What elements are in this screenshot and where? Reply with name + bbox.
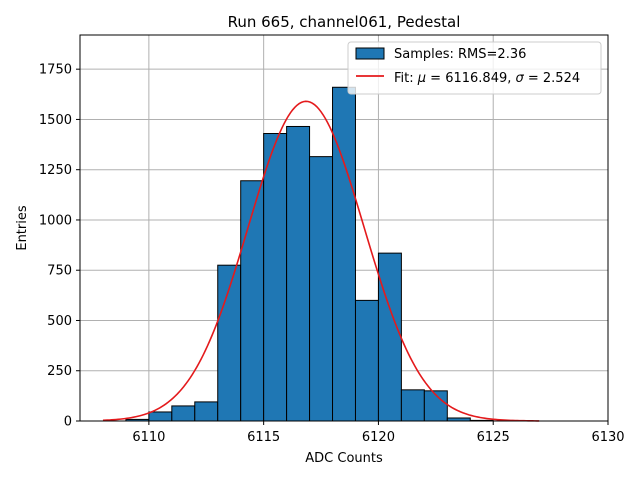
x-tick-label: 6110 bbox=[132, 430, 165, 445]
legend-fit-sigma-symbol: σ bbox=[516, 71, 525, 86]
x-axis-label: ADC Counts bbox=[305, 451, 383, 466]
histogram-bars bbox=[125, 86, 494, 422]
y-tick-label: 1500 bbox=[39, 113, 72, 128]
y-axis: 0 250 500 750 1000 1250 1500 1750 bbox=[39, 63, 80, 430]
histogram-bar bbox=[309, 156, 334, 422]
histogram-bar bbox=[171, 405, 196, 422]
legend-fit-suffix: = 2.524 bbox=[524, 71, 580, 86]
y-tick-label: 0 bbox=[64, 415, 72, 430]
y-tick-label: 250 bbox=[47, 364, 72, 379]
x-tick-label: 6120 bbox=[362, 430, 395, 445]
fit-curve bbox=[102, 100, 540, 422]
legend-fit-mu-symbol: μ bbox=[417, 71, 426, 86]
histogram-bar bbox=[194, 401, 219, 422]
legend-label-samples: Samples: RMS=2.36 bbox=[394, 47, 526, 62]
chart-title: Run 665, channel061, Pedestal bbox=[228, 13, 461, 31]
legend-fit-mid: = 6116.849, bbox=[426, 71, 515, 86]
y-tick-label: 1000 bbox=[39, 213, 72, 228]
histogram-bar bbox=[148, 411, 173, 422]
histogram-bar bbox=[263, 133, 288, 422]
x-axis: 6110 6115 6120 6125 6130 bbox=[132, 421, 625, 445]
histogram-bar bbox=[286, 125, 311, 422]
y-axis-label: Entries bbox=[15, 205, 30, 251]
fit-curve-layer bbox=[102, 100, 540, 422]
histogram-bar bbox=[332, 86, 356, 422]
legend: Samples: RMS=2.36 Fit: μ = 6116.849, σ =… bbox=[347, 41, 602, 95]
y-tick-label: 750 bbox=[47, 264, 72, 279]
plot-frame bbox=[79, 34, 609, 422]
x-tick-label: 6125 bbox=[477, 430, 510, 445]
histogram-bar bbox=[354, 299, 379, 422]
y-tick-label: 1250 bbox=[39, 163, 72, 178]
histogram-bar bbox=[400, 389, 425, 422]
legend-fit-prefix: Fit: bbox=[394, 71, 418, 86]
legend-swatch-samples bbox=[355, 47, 385, 60]
histogram-bar bbox=[377, 252, 402, 422]
y-tick-label: 500 bbox=[47, 314, 72, 329]
legend-box bbox=[347, 41, 602, 95]
x-tick-label: 6130 bbox=[591, 430, 624, 445]
histogram-bar bbox=[240, 180, 265, 422]
x-tick-label: 6115 bbox=[247, 430, 280, 445]
legend-label-fit: Fit: μ = 6116.849, σ = 2.524 bbox=[394, 71, 580, 86]
y-tick-label: 1750 bbox=[39, 63, 72, 78]
